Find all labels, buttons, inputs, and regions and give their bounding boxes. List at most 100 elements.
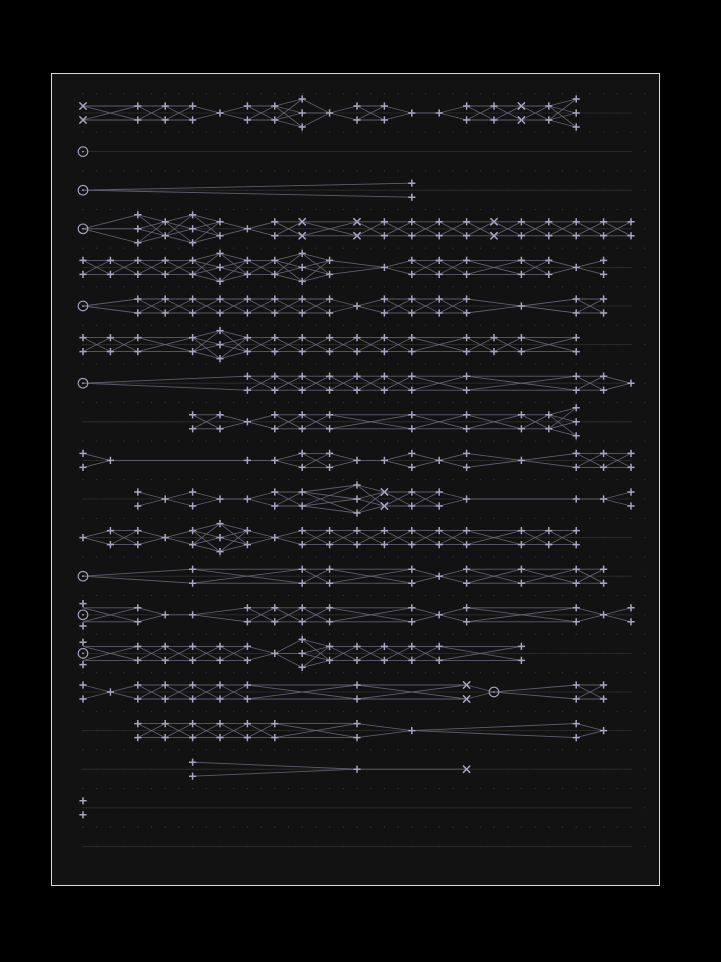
link-edge — [302, 638, 330, 647]
plus-node-marker — [106, 334, 114, 342]
link-edge — [164, 298, 193, 314]
plus-node-marker — [380, 348, 388, 356]
link-edge — [82, 459, 111, 468]
cross-node-marker — [462, 694, 471, 704]
link-edge — [82, 337, 111, 353]
plus-node-marker — [572, 681, 580, 689]
plus-node-marker — [408, 565, 416, 573]
plus-node-marker — [326, 386, 334, 394]
link-edge — [575, 684, 604, 700]
plus-node-marker — [326, 565, 334, 573]
link-edge — [603, 614, 632, 623]
link-edge — [356, 375, 385, 391]
plus-node-marker — [408, 449, 416, 457]
plus-node-marker — [627, 463, 635, 471]
link-edge — [164, 105, 193, 121]
link-edge — [164, 723, 193, 739]
plus-node-marker — [600, 579, 608, 587]
plus-node-marker — [326, 411, 334, 419]
plus-node-marker — [106, 270, 114, 278]
plus-node-marker — [134, 488, 142, 496]
link-edge — [356, 484, 385, 493]
link-edge — [466, 305, 522, 314]
link-edge — [302, 645, 330, 654]
plus-node-marker — [408, 386, 416, 394]
link-edge — [576, 730, 604, 739]
link-edge — [466, 414, 522, 430]
plus-node-marker — [600, 309, 608, 317]
link-edge — [411, 723, 577, 732]
plus-node-marker — [216, 232, 224, 240]
link-edge — [356, 337, 385, 353]
plus-node-marker — [408, 109, 416, 117]
plus-node-marker — [271, 720, 279, 728]
link-edge — [192, 235, 221, 244]
link-edge — [384, 645, 413, 661]
link-edge — [219, 414, 248, 423]
link-edge — [137, 337, 193, 353]
plus-node-marker — [326, 109, 334, 117]
plus-node-marker — [189, 565, 197, 573]
plus-node-marker — [408, 348, 416, 356]
plus-node-marker — [189, 681, 197, 689]
plus-node-marker — [463, 116, 471, 124]
plus-node-marker — [216, 263, 224, 271]
plus-node-marker — [435, 541, 443, 549]
link-edge — [219, 421, 248, 430]
plus-node-marker — [134, 116, 142, 124]
link-edge — [192, 544, 221, 553]
plus-node-marker — [189, 541, 197, 549]
link-edge — [247, 228, 275, 237]
plus-node-marker — [134, 656, 142, 664]
link-edge — [576, 614, 604, 623]
link-edge — [247, 298, 276, 314]
plus-node-marker — [189, 295, 197, 303]
plus-node-marker — [161, 295, 169, 303]
link-edge — [521, 452, 577, 461]
link-edge — [301, 375, 330, 391]
link-edge — [274, 98, 303, 107]
link-edge — [219, 112, 248, 121]
link-edge — [219, 221, 248, 230]
link-edge — [192, 491, 221, 500]
link-edge — [548, 112, 577, 121]
link-edge — [384, 375, 413, 391]
link-edge — [192, 645, 221, 661]
plus-node-marker — [572, 218, 580, 226]
link-edge — [301, 298, 330, 314]
link-edge — [466, 452, 522, 461]
plus-node-marker — [408, 541, 416, 549]
link-edge — [247, 259, 276, 275]
link-edge — [384, 298, 413, 314]
plus-node-marker — [134, 734, 142, 742]
plus-node-marker — [298, 541, 306, 549]
plus-node-marker — [463, 565, 471, 573]
plus-node-marker — [600, 611, 608, 619]
plus-node-marker — [189, 116, 197, 124]
ring-node-marker — [77, 223, 89, 235]
plus-node-marker — [408, 179, 416, 187]
link-edge — [575, 452, 604, 468]
link-edge — [356, 730, 412, 739]
link-edge — [137, 645, 166, 661]
plus-node-marker — [298, 348, 306, 356]
plus-node-marker — [572, 695, 580, 703]
plus-node-marker — [189, 527, 197, 535]
plus-node-marker — [572, 309, 580, 317]
plus-node-marker — [326, 334, 334, 342]
link-edge — [137, 684, 166, 700]
link-edge — [82, 530, 111, 539]
link-edge — [274, 221, 303, 237]
plus-node-marker — [380, 541, 388, 549]
ring-node-center — [493, 691, 495, 693]
plus-node-marker — [243, 456, 251, 464]
plus-node-marker — [463, 256, 471, 264]
plus-node-marker — [243, 681, 251, 689]
link-edge — [384, 452, 412, 461]
link-edge — [576, 607, 604, 616]
link-edge — [411, 459, 440, 468]
plus-node-marker — [408, 579, 416, 587]
plus-node-marker — [517, 579, 525, 587]
link-edge — [493, 684, 577, 693]
link-edge — [219, 273, 248, 282]
